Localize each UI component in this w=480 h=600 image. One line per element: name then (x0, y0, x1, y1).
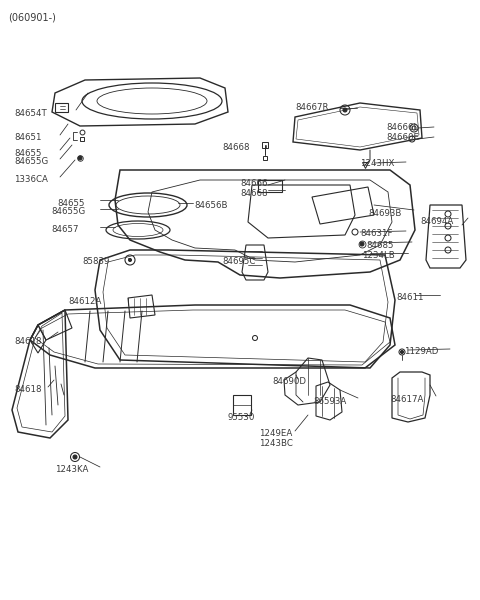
Text: 84667R: 84667R (295, 103, 328, 113)
Text: 84666: 84666 (240, 179, 267, 187)
Text: 84617A: 84617A (390, 395, 423, 403)
Text: 84657: 84657 (51, 226, 79, 235)
Text: 84668: 84668 (240, 188, 267, 197)
Text: 1336CA: 1336CA (14, 175, 48, 185)
Text: 86593A: 86593A (313, 397, 346, 406)
Text: 1129AD: 1129AD (404, 347, 438, 356)
Text: 84618: 84618 (14, 337, 41, 346)
Text: 1243KA: 1243KA (55, 466, 88, 475)
Circle shape (360, 242, 364, 246)
Text: 1243BC: 1243BC (259, 439, 293, 449)
Circle shape (400, 350, 404, 353)
Circle shape (129, 259, 132, 262)
Text: 84655G: 84655G (14, 157, 48, 166)
Text: 1234LB: 1234LB (362, 251, 395, 260)
Text: 84668: 84668 (222, 143, 250, 152)
Text: 84611: 84611 (396, 293, 423, 302)
Text: 84690D: 84690D (272, 377, 306, 386)
Circle shape (73, 455, 77, 459)
Text: 84666L: 84666L (386, 122, 418, 131)
Text: 95530: 95530 (228, 413, 255, 421)
Text: 84655: 84655 (57, 199, 84, 208)
Text: 84651: 84651 (14, 133, 41, 142)
Text: 84654T: 84654T (14, 109, 47, 118)
Bar (233, 395, 251, 415)
Circle shape (343, 108, 347, 112)
Text: 84612A: 84612A (68, 296, 101, 305)
Text: 85839: 85839 (82, 257, 109, 265)
Text: 84631F: 84631F (360, 229, 393, 238)
Text: 84656B: 84656B (194, 202, 228, 211)
Text: 84618: 84618 (14, 385, 41, 395)
Text: 84685: 84685 (366, 241, 394, 250)
Text: 84694A: 84694A (420, 217, 453, 226)
Text: (060901-): (060901-) (8, 12, 56, 22)
Text: 84660E: 84660E (386, 133, 419, 142)
Text: 84693B: 84693B (368, 208, 401, 217)
Text: 1249EA: 1249EA (259, 430, 292, 439)
Text: 84695C: 84695C (222, 257, 255, 265)
Circle shape (78, 156, 82, 160)
Text: 1243HX: 1243HX (360, 158, 395, 167)
Text: 84655: 84655 (14, 148, 41, 157)
Text: 84655G: 84655G (51, 208, 85, 217)
